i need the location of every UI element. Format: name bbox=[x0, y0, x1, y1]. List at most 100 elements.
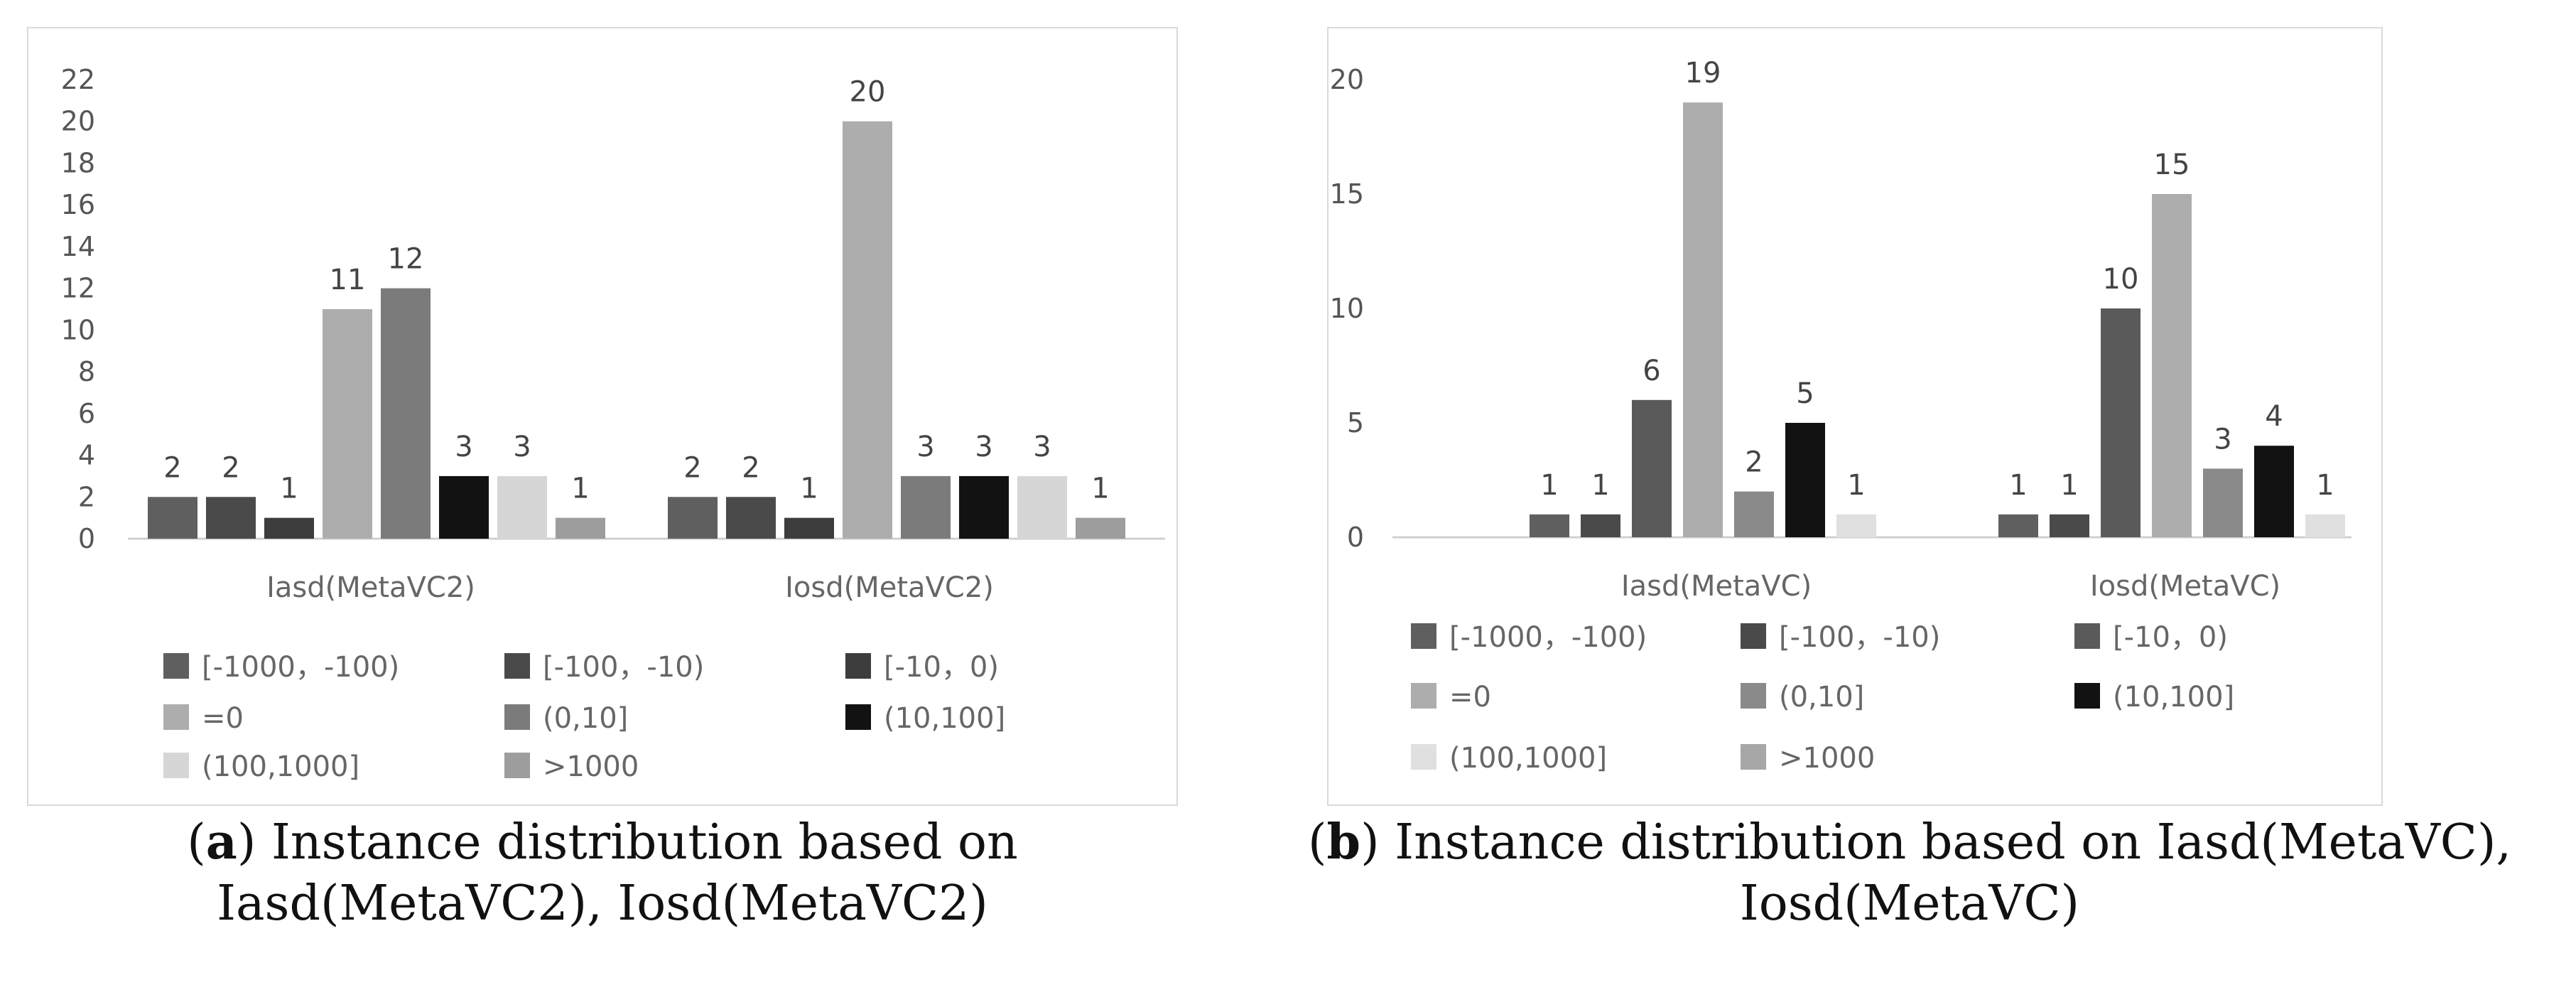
chart-a-data-label-c1-s7: 1 bbox=[1091, 473, 1109, 505]
chart-a-legend-label-2: [-10，0) bbox=[884, 651, 999, 684]
chart-a-bar-c1-s1 bbox=[726, 497, 776, 539]
chart-b-bar-c0-s2 bbox=[1632, 399, 1672, 537]
chart-b-data-label-c1-s3: 15 bbox=[2154, 149, 2190, 181]
chart-b-bar-c0-s4 bbox=[1734, 491, 1774, 537]
chart-b-legend-label-5: (10,100] bbox=[2113, 681, 2234, 714]
chart-b-bar-c1-s1 bbox=[2050, 514, 2089, 537]
chart-a-ytick-0: 0 bbox=[78, 523, 95, 554]
chart-a-legend-label-4: (0,10] bbox=[543, 702, 628, 735]
chart-b-data-label-c0-s1: 1 bbox=[1591, 469, 1609, 502]
chart-b-data-label-c1-s4: 3 bbox=[2214, 423, 2231, 456]
chart-a-legend-label-3: =0 bbox=[202, 702, 244, 735]
chart-a-category-label-1: Iosd(MetaVC2) bbox=[785, 571, 994, 604]
chart-b-ytick-3: 15 bbox=[1330, 178, 1364, 210]
chart-b-ytick-0: 0 bbox=[1347, 522, 1364, 553]
chart-a-ytick-10: 20 bbox=[61, 106, 95, 137]
caption-a: (a) Instance distribution based on Iasd(… bbox=[187, 814, 1018, 932]
chart-a-bar-c0-s7 bbox=[556, 517, 605, 539]
chart-b-data-label-c1-s5: 4 bbox=[2265, 400, 2283, 433]
chart-a-data-label-c0-s5: 3 bbox=[455, 431, 472, 463]
chart-b-bar-c0-s6 bbox=[1836, 514, 1876, 537]
chart-a-data-label-c1-s6: 3 bbox=[1033, 431, 1051, 463]
chart-b-legend-label-7: >1000 bbox=[1779, 742, 1875, 775]
chart-a-bar-c0-s0 bbox=[148, 497, 197, 539]
caption-b: (b) Instance distribution based on Iasd(… bbox=[1308, 814, 2511, 932]
chart-a-bar-c1-s0 bbox=[668, 497, 718, 539]
chart-b-data-label-c0-s6: 1 bbox=[1847, 469, 1865, 502]
chart-a-legend-swatch-1 bbox=[504, 653, 530, 679]
chart-b-bar-c1-s6 bbox=[2305, 514, 2345, 537]
chart-b-legend-swatch-5 bbox=[2074, 683, 2100, 709]
chart-b-bar-c0-s5 bbox=[1785, 423, 1825, 537]
chart-a-bar-c0-s5 bbox=[439, 475, 489, 539]
chart-a-legend-label-5: (10,100] bbox=[884, 702, 1005, 735]
chart-a-data-label-c1-s1: 2 bbox=[742, 451, 759, 484]
chart-b-bar-c0-s3 bbox=[1683, 102, 1723, 537]
chart-a-ytick-2: 4 bbox=[78, 440, 95, 471]
chart-a-data-label-c1-s4: 3 bbox=[916, 431, 934, 463]
chart-b-bar-c1-s5 bbox=[2254, 446, 2294, 537]
chart-b-bar-c0-s0 bbox=[1530, 514, 1569, 537]
chart-a-category-label-0: Iasd(MetaVC2) bbox=[266, 571, 475, 604]
chart-a-data-label-c1-s0: 2 bbox=[683, 451, 701, 484]
chart-b-legend-swatch-0 bbox=[1411, 623, 1436, 649]
chart-a-ytick-5: 10 bbox=[61, 314, 95, 345]
chart-b-category-label-0: Iasd(MetaVC) bbox=[1621, 570, 1812, 603]
chart-b-bar-c1-s4 bbox=[2203, 468, 2243, 537]
chart-b-legend-swatch-7 bbox=[1741, 744, 1766, 770]
chart-a-legend-label-7: >1000 bbox=[543, 750, 639, 783]
chart-a-bar-c1-s7 bbox=[1076, 517, 1125, 539]
chart-b-data-label-c1-s1: 1 bbox=[2060, 469, 2078, 502]
chart-a-ytick-3: 6 bbox=[78, 398, 95, 429]
chart-b-data-label-c0-s0: 1 bbox=[1540, 469, 1558, 502]
chart-a-bar-c0-s4 bbox=[381, 288, 431, 539]
chart-a-legend-label-1: [-100，-10) bbox=[543, 651, 704, 684]
chart-b-bar-c1-s0 bbox=[1998, 514, 2038, 537]
chart-b-data-label-c0-s5: 5 bbox=[1796, 377, 1814, 410]
chart-a-legend-label-0: [-1000，-100) bbox=[202, 651, 399, 684]
chart-b-bar-c1-s2 bbox=[2101, 308, 2141, 537]
chart-a-bar-c1-s6 bbox=[1017, 475, 1067, 539]
chart-a-legend-swatch-7 bbox=[504, 753, 530, 778]
caption-b-line1: ) Instance distribution based on Iasd(Me… bbox=[1360, 814, 2511, 871]
chart-a-legend-swatch-0 bbox=[163, 653, 189, 679]
chart-b-data-label-c1-s2: 10 bbox=[2103, 263, 2139, 296]
chart-a-ytick-7: 14 bbox=[61, 231, 95, 262]
chart-a-data-label-c0-s3: 11 bbox=[330, 264, 366, 296]
chart-a-bar-c1-s4 bbox=[901, 475, 951, 539]
chart-b-data-label-c1-s0: 1 bbox=[2009, 469, 2027, 502]
chart-a-data-label-c0-s4: 12 bbox=[388, 243, 424, 276]
chart-a-data-label-c1-s2: 1 bbox=[800, 473, 818, 505]
chart-a-ytick-8: 16 bbox=[61, 189, 95, 220]
chart-b-legend-label-6: (100,1000] bbox=[1449, 742, 1607, 775]
chart-b-ytick-1: 5 bbox=[1347, 407, 1364, 438]
chart-a-bar-c0-s6 bbox=[497, 475, 547, 539]
caption-a-line1: ) Instance distribution based on bbox=[237, 814, 1018, 871]
chart-a-ytick-11: 22 bbox=[61, 64, 95, 95]
chart-b-legend-swatch-3 bbox=[1411, 683, 1436, 709]
chart-a-bar-c1-s3 bbox=[843, 121, 892, 539]
caption-b-letter: b bbox=[1326, 814, 1361, 871]
chart-a-bar-c1-s2 bbox=[784, 517, 834, 539]
chart-b-data-label-c1-s6: 1 bbox=[2316, 469, 2334, 502]
chart-a-legend-label-6: (100,1000] bbox=[202, 750, 359, 783]
chart-a-bar-c1-s5 bbox=[959, 475, 1009, 539]
chart-b-legend-label-1: [-100，-10) bbox=[1779, 621, 1940, 654]
chart-a-ytick-4: 8 bbox=[78, 356, 95, 387]
chart-b-ytick-2: 10 bbox=[1330, 293, 1364, 324]
chart-b-data-label-c0-s2: 6 bbox=[1643, 355, 1660, 387]
chart-a-legend-swatch-2 bbox=[845, 653, 871, 679]
chart-b-legend-label-2: [-10，0) bbox=[2113, 621, 2228, 654]
chart-a-bar-c0-s2 bbox=[264, 517, 314, 539]
chart-b-category-label-1: Iosd(MetaVC) bbox=[2090, 570, 2280, 603]
chart-a-legend-swatch-3 bbox=[163, 704, 189, 730]
chart-a-data-label-c0-s1: 2 bbox=[222, 451, 239, 484]
chart-a-data-label-c0-s0: 2 bbox=[163, 451, 181, 484]
chart-a-data-label-c1-s3: 20 bbox=[850, 76, 886, 109]
chart-a-ytick-1: 2 bbox=[78, 481, 95, 512]
chart-a-data-label-c1-s5: 3 bbox=[975, 431, 992, 463]
chart-a-ytick-6: 12 bbox=[61, 273, 95, 304]
chart-b-data-label-c0-s3: 19 bbox=[1685, 57, 1721, 90]
chart-a-bar-c0-s1 bbox=[206, 497, 256, 539]
chart-b-legend-swatch-4 bbox=[1741, 683, 1766, 709]
